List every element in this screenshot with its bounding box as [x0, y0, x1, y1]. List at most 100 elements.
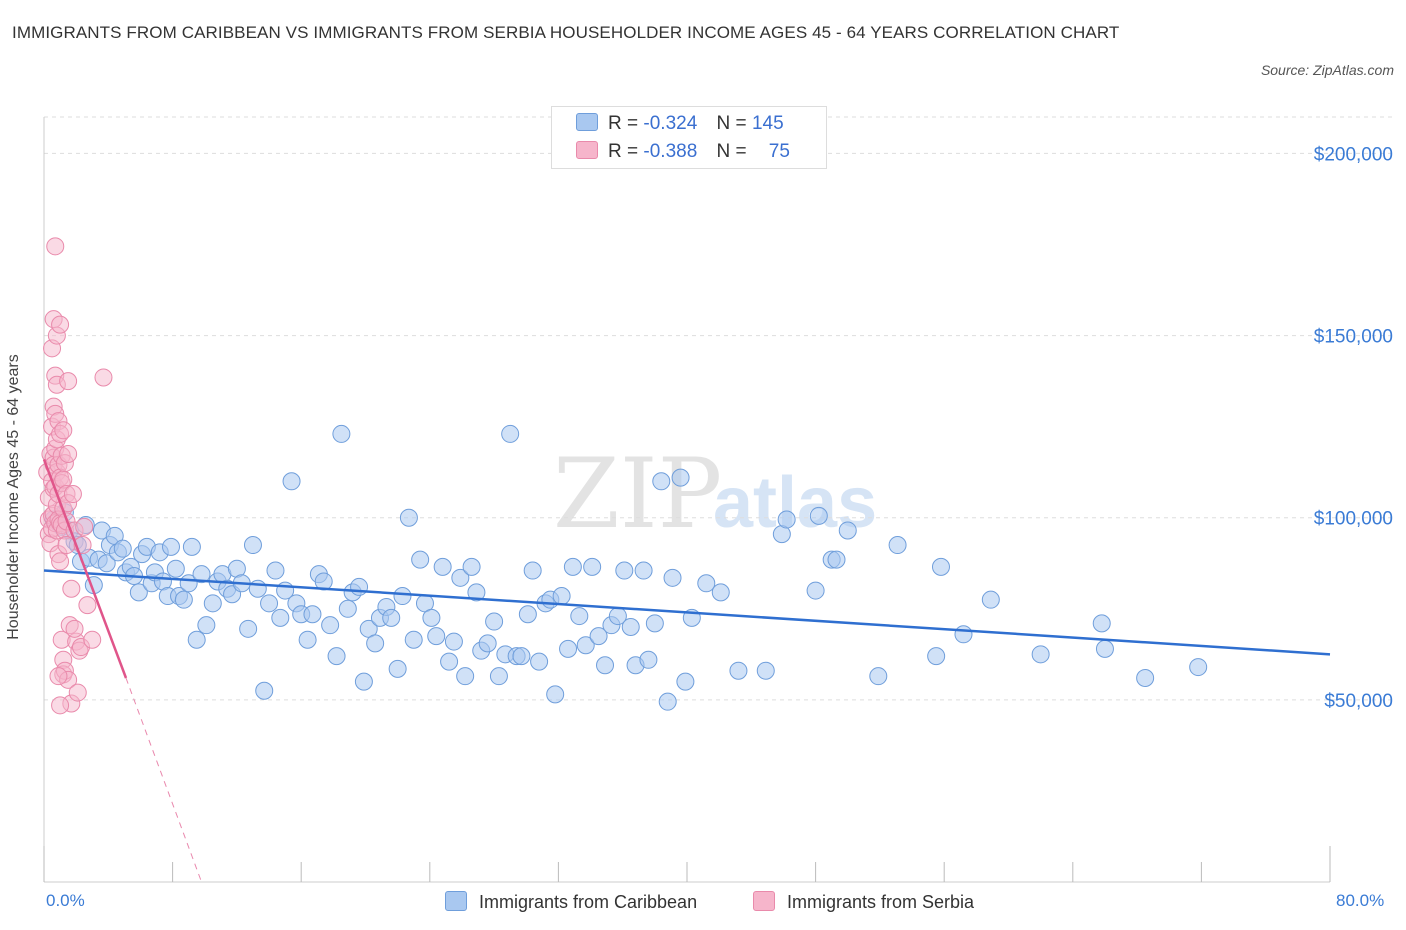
caribbean-point [161, 537, 180, 556]
caribbean-point [411, 550, 430, 569]
caribbean-point [512, 647, 531, 666]
y-tick-label: $100,000 [1314, 509, 1393, 530]
caribbean-point [422, 608, 441, 627]
caribbean-legend-swatch [445, 891, 467, 911]
caribbean-point [645, 614, 664, 633]
caribbean-point [596, 656, 615, 675]
caribbean-point [1189, 658, 1208, 677]
caribbean-point [621, 618, 640, 636]
caribbean-point [388, 659, 407, 678]
serbia-r-value: -0.388 [643, 141, 698, 162]
serbia-trend-extension [125, 677, 203, 883]
caribbean-point [444, 632, 463, 651]
caribbean-point [777, 510, 796, 529]
chart-title: IMMIGRANTS FROM CARIBBEAN VS IMMIGRANTS … [12, 23, 1120, 42]
caribbean-point [954, 625, 973, 644]
caribbean-point [243, 536, 262, 555]
caribbean-point [332, 424, 351, 443]
caribbean-point [187, 630, 206, 649]
caribbean-point [350, 577, 369, 596]
caribbean-point [634, 561, 653, 580]
caribbean-point [113, 539, 132, 558]
r-label: R = [608, 141, 639, 162]
caribbean-point [552, 587, 571, 606]
caribbean-point [576, 636, 595, 655]
caribbean-point [806, 581, 825, 600]
caribbean-point [456, 667, 475, 686]
caribbean-point [563, 557, 582, 576]
caribbean-point [711, 583, 730, 602]
serbia-point [54, 470, 73, 489]
stats-legend-row-caribbean: R = -0.324 N = 145 [576, 111, 784, 137]
serbia-point [59, 372, 78, 391]
caribbean-point [671, 468, 690, 487]
stats-legend-row-serbia: R = -0.388 N = 75 [576, 139, 790, 165]
caribbean-point [321, 616, 340, 635]
caribbean-point [809, 506, 828, 525]
caribbean-point [404, 630, 423, 649]
y-tick-label: $200,000 [1314, 144, 1393, 165]
caribbean-point [255, 681, 274, 700]
caribbean-point [888, 536, 907, 555]
caribbean-point [546, 685, 565, 704]
caribbean-point [399, 508, 418, 527]
caribbean-point [981, 590, 1000, 609]
caribbean-point [501, 424, 520, 443]
caribbean-swatch [576, 113, 598, 131]
legend-item-caribbean[interactable]: Immigrants from Caribbean [445, 888, 697, 916]
caribbean-point [462, 557, 481, 576]
caribbean-point [523, 561, 542, 580]
chart-source: Source: ZipAtlas.com [1260, 62, 1394, 78]
caribbean-n-value: 145 [751, 113, 784, 134]
legend-item-serbia[interactable]: Immigrants from Serbia [753, 888, 974, 916]
caribbean-point [433, 557, 452, 576]
caribbean-point [327, 647, 346, 666]
serbia-points [38, 237, 113, 715]
caribbean-point [427, 627, 446, 646]
x-tick-label-max: 80.0% [1336, 891, 1385, 910]
serbia-point [54, 421, 73, 440]
serbia-point [68, 683, 87, 702]
caribbean-point [639, 650, 658, 669]
caribbean-point [182, 537, 201, 556]
caribbean-point [248, 579, 267, 598]
serbia-point [83, 630, 102, 649]
caribbean-point [530, 652, 549, 671]
caribbean-point [676, 672, 695, 691]
y-tick-label: $150,000 [1314, 327, 1393, 348]
caribbean-point [271, 608, 290, 627]
caribbean-point [583, 557, 602, 576]
caribbean-point [203, 594, 222, 613]
caribbean-point [129, 583, 148, 602]
caribbean-point [756, 661, 775, 680]
caribbean-point [697, 574, 716, 593]
caribbean-point [652, 472, 671, 491]
serbia-point [62, 579, 81, 598]
serbia-swatch [576, 141, 598, 159]
n-label: N = [716, 113, 747, 134]
caribbean-trend-line [43, 569, 1331, 656]
caribbean-point [298, 630, 317, 649]
caribbean-point [260, 594, 279, 613]
serbia-point [51, 696, 70, 715]
caribbean-point [266, 561, 285, 580]
caribbean-point [366, 634, 385, 653]
caribbean-point [467, 583, 486, 602]
caribbean-point [354, 672, 373, 691]
serbia-legend-label: Immigrants from Serbia [787, 892, 975, 912]
caribbean-point [451, 568, 470, 587]
caribbean-point [570, 607, 589, 626]
caribbean-point [197, 616, 216, 635]
serbia-trend-line [42, 458, 128, 679]
caribbean-point [174, 590, 193, 609]
caribbean-point [729, 661, 748, 680]
caribbean-point [658, 692, 677, 711]
caribbean-point [239, 619, 258, 638]
caribbean-points [44, 424, 1208, 711]
caribbean-legend-label: Immigrants from Caribbean [479, 892, 698, 912]
caribbean-point [869, 667, 888, 686]
serbia-legend-swatch [753, 891, 775, 911]
caribbean-point [282, 472, 301, 491]
caribbean-point [382, 608, 401, 627]
serbia-point [63, 485, 82, 504]
